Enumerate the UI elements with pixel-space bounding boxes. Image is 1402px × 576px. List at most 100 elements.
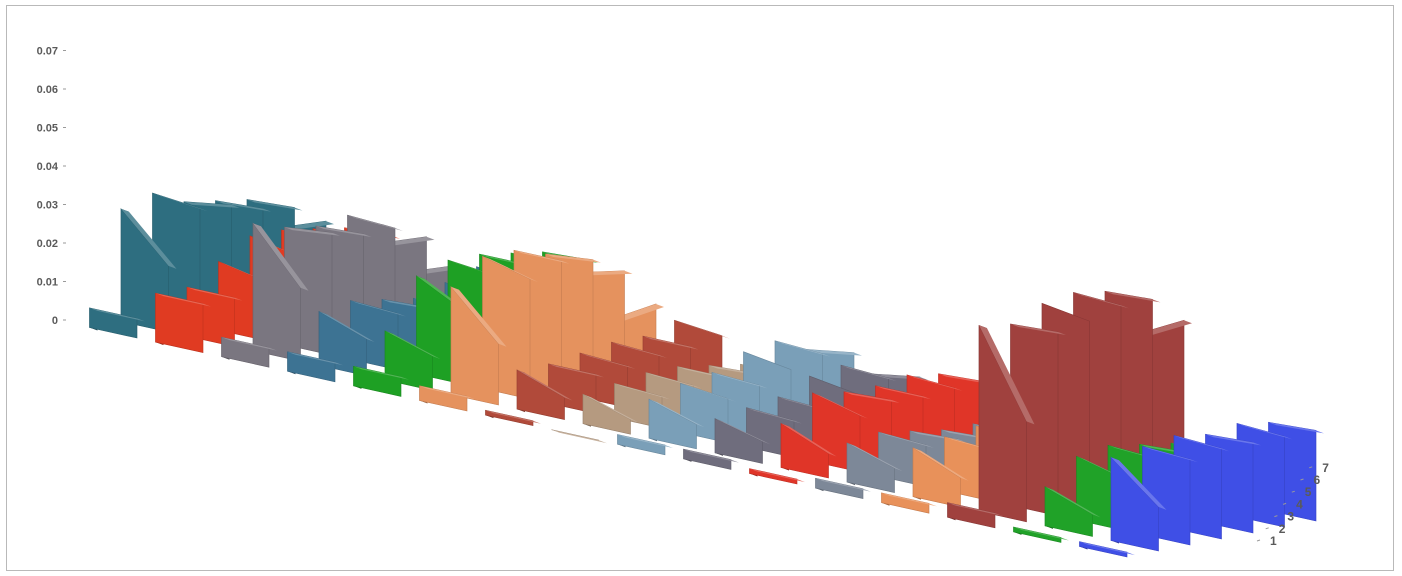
- wall-top: [152, 192, 208, 212]
- wall-top: [714, 418, 771, 445]
- depth-tick-mark: [1300, 478, 1304, 481]
- series-wall: [780, 422, 837, 479]
- wall-top: [318, 311, 375, 343]
- wall-top: [881, 492, 937, 507]
- data-series-group: [89, 192, 1324, 558]
- series-wall: [1013, 526, 1069, 543]
- series-wall: [815, 477, 871, 499]
- depth-tick-mark: [1274, 515, 1278, 518]
- y-tick-label: 0.01: [37, 277, 58, 289]
- series-wall: [1110, 456, 1167, 552]
- series-wall: [450, 285, 507, 406]
- wall-top: [1013, 526, 1069, 541]
- depth-tick-mark: [1256, 539, 1261, 542]
- wall-top: [516, 369, 573, 401]
- wall-top: [680, 383, 736, 402]
- wall-top: [1104, 291, 1161, 303]
- wall-top: [674, 320, 730, 339]
- wall-top: [579, 352, 636, 369]
- wall-top: [155, 293, 211, 307]
- series-wall: [485, 409, 541, 426]
- y-tick-label: 0.03: [37, 200, 58, 212]
- wall-top: [284, 227, 340, 236]
- wall-top: [642, 336, 699, 350]
- series-wall: [384, 330, 441, 391]
- y-tick-label: 0.07: [37, 46, 58, 58]
- wall-top: [875, 385, 931, 400]
- series-wall: [318, 310, 375, 377]
- wall-top: [120, 208, 177, 269]
- wall-top: [287, 351, 343, 366]
- depth-tick-label: 6: [1314, 473, 1321, 487]
- wall-top: [252, 223, 309, 291]
- wall-top: [482, 256, 538, 282]
- series-wall: [155, 292, 211, 353]
- wall-top: [809, 376, 865, 397]
- series-wall: [846, 442, 903, 493]
- wall-top: [611, 342, 667, 359]
- depth-tick-label: 3: [1287, 510, 1294, 524]
- series-wall: [516, 369, 573, 420]
- wall-top: [683, 449, 739, 463]
- series-wall: [714, 418, 771, 464]
- wall-top: [878, 431, 934, 448]
- wall-top: [843, 391, 900, 403]
- series-wall: [1044, 486, 1101, 537]
- wall-top: [221, 337, 277, 351]
- series-wall: [551, 429, 607, 444]
- wall-top: [617, 434, 673, 448]
- series-wall: [881, 492, 937, 514]
- wall-top: [1010, 323, 1066, 336]
- wall-top: [614, 383, 670, 400]
- series-wall: [89, 307, 145, 339]
- wall-top: [1110, 457, 1167, 510]
- wall-top: [812, 392, 868, 419]
- series-wall: [683, 448, 739, 470]
- wall-top: [806, 349, 862, 356]
- y-tick-label: 0: [52, 315, 58, 327]
- y-tick-label: 0.02: [37, 238, 58, 250]
- wall-top: [183, 201, 240, 208]
- wall-top: [711, 372, 768, 389]
- series-wall: [749, 468, 805, 485]
- y-tick-label: 0.04: [37, 161, 59, 173]
- wall-top: [978, 325, 1035, 425]
- depth-tick-label: 2: [1279, 522, 1286, 536]
- wall-top: [246, 199, 303, 211]
- wall-top: [1041, 303, 1098, 325]
- series-wall: [648, 398, 705, 450]
- wall-top: [315, 225, 372, 238]
- wall-top: [947, 502, 1003, 517]
- wall-top: [485, 410, 541, 424]
- series-wall: [353, 365, 409, 397]
- wall-top: [1236, 423, 1293, 440]
- wall-top: [215, 200, 271, 212]
- wall-top: [1044, 486, 1101, 518]
- wall-top: [648, 399, 705, 428]
- depth-tick-label: 7: [1322, 461, 1329, 475]
- wall-top: [1079, 541, 1135, 556]
- wall-top: [582, 394, 639, 423]
- wall-top: [513, 250, 570, 264]
- wall-top: [846, 442, 903, 472]
- series-wall: [419, 385, 475, 412]
- wall-top: [645, 372, 702, 389]
- wall-top: [774, 340, 831, 357]
- wall-top: [551, 429, 607, 444]
- series-wall: [1079, 541, 1135, 558]
- wall-top: [186, 287, 243, 301]
- depth-tick-mark: [1309, 466, 1313, 469]
- wall-top: [840, 365, 897, 382]
- wall-top: [450, 286, 507, 347]
- wall-top: [347, 215, 403, 232]
- wall-top: [1205, 434, 1261, 446]
- wall-top: [384, 330, 441, 360]
- series-wall: [221, 336, 277, 368]
- depth-tick-mark: [1282, 502, 1287, 505]
- series-wall: [582, 393, 639, 435]
- series-wall: [947, 502, 1003, 529]
- y-tick-label: 0.05: [37, 123, 58, 135]
- wall-top: [545, 253, 601, 263]
